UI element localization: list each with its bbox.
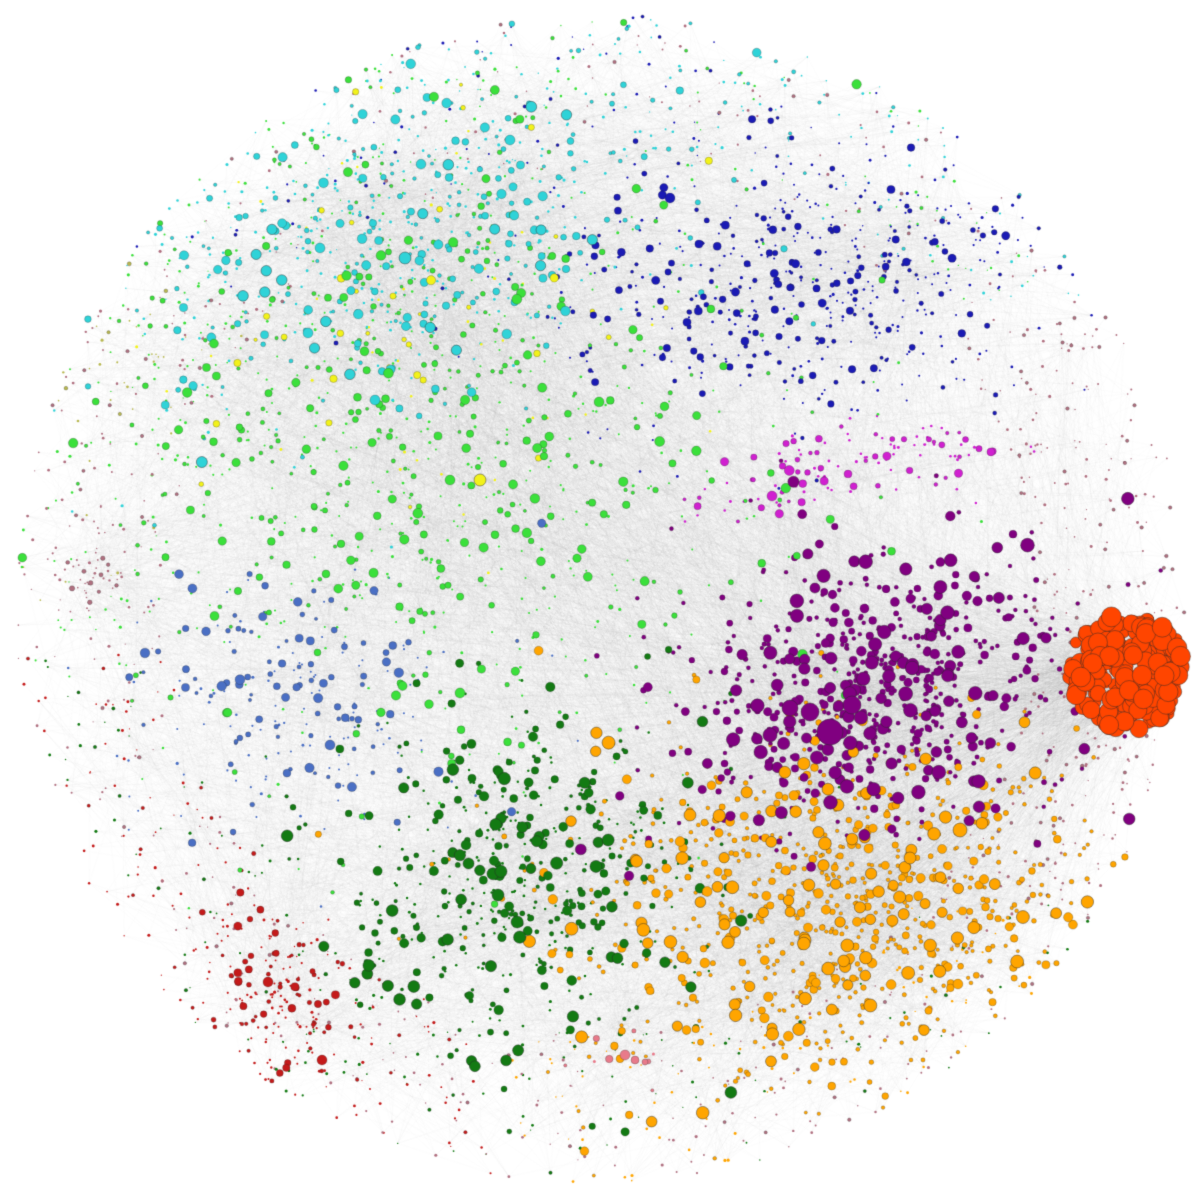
network-graph (0, 0, 1200, 1200)
network-graph-canvas (0, 0, 1200, 1200)
